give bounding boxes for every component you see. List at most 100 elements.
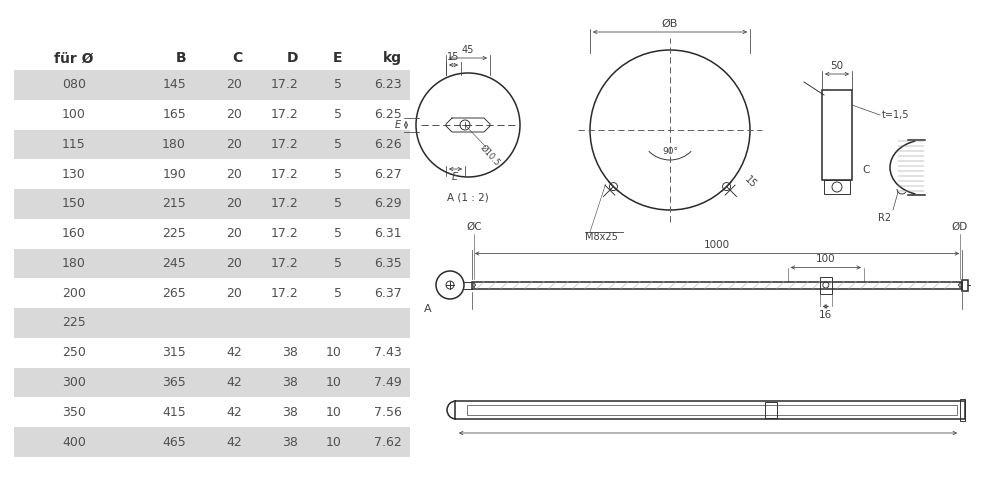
Bar xyxy=(824,180,850,194)
Text: 90°: 90° xyxy=(662,148,678,156)
Text: 7.62: 7.62 xyxy=(374,436,402,448)
Text: für Ø: für Ø xyxy=(54,51,94,65)
Text: 20: 20 xyxy=(226,286,242,300)
Text: 150: 150 xyxy=(62,198,86,210)
Bar xyxy=(14,368,410,398)
Text: 350: 350 xyxy=(62,406,86,418)
Text: 16: 16 xyxy=(819,310,832,320)
Text: 145: 145 xyxy=(162,78,186,92)
Text: B: B xyxy=(175,51,186,65)
Text: 20: 20 xyxy=(226,78,242,92)
Bar xyxy=(467,405,957,415)
Text: C: C xyxy=(862,165,869,175)
Text: ØB: ØB xyxy=(662,19,678,29)
Text: 180: 180 xyxy=(162,138,186,151)
Bar xyxy=(455,401,965,419)
Text: D: D xyxy=(287,51,298,65)
Text: 400: 400 xyxy=(62,436,86,448)
Text: 20: 20 xyxy=(226,227,242,240)
Text: C: C xyxy=(232,51,242,65)
Text: 165: 165 xyxy=(162,108,186,121)
Text: 17.2: 17.2 xyxy=(270,78,298,92)
Text: 10: 10 xyxy=(326,376,342,389)
Text: 465: 465 xyxy=(162,436,186,448)
Text: 42: 42 xyxy=(226,346,242,359)
Bar xyxy=(14,308,410,338)
Text: 42: 42 xyxy=(226,406,242,418)
Text: 17.2: 17.2 xyxy=(270,286,298,300)
Text: 38: 38 xyxy=(282,346,298,359)
Text: 225: 225 xyxy=(62,316,86,330)
Bar xyxy=(962,280,968,290)
Text: 6.31: 6.31 xyxy=(374,227,402,240)
Text: 42: 42 xyxy=(226,376,242,389)
Text: 20: 20 xyxy=(226,108,242,121)
Text: 115: 115 xyxy=(62,138,86,151)
Text: 10: 10 xyxy=(326,346,342,359)
Text: 6.26: 6.26 xyxy=(374,138,402,151)
Text: 365: 365 xyxy=(162,376,186,389)
Text: 7.56: 7.56 xyxy=(374,406,402,418)
Text: 6.35: 6.35 xyxy=(374,257,402,270)
Text: 1000: 1000 xyxy=(704,240,730,250)
Bar xyxy=(14,248,410,278)
Text: 17.2: 17.2 xyxy=(270,138,298,151)
Text: 5: 5 xyxy=(334,138,342,151)
Text: kg: kg xyxy=(383,51,402,65)
Text: E: E xyxy=(452,172,458,182)
Text: 080: 080 xyxy=(62,78,86,92)
Text: 20: 20 xyxy=(226,257,242,270)
Text: 190: 190 xyxy=(162,168,186,180)
Text: 17.2: 17.2 xyxy=(270,227,298,240)
Text: t=1,5: t=1,5 xyxy=(882,110,910,120)
Bar xyxy=(14,130,410,160)
Text: 6.23: 6.23 xyxy=(374,78,402,92)
Text: 265: 265 xyxy=(162,286,186,300)
Bar xyxy=(765,402,777,418)
Bar xyxy=(14,70,410,100)
Text: 10: 10 xyxy=(326,436,342,448)
Bar xyxy=(14,189,410,219)
Text: 6.25: 6.25 xyxy=(374,108,402,121)
Text: 250: 250 xyxy=(62,346,86,359)
Text: Ø10.5: Ø10.5 xyxy=(478,143,501,168)
Text: 415: 415 xyxy=(162,406,186,418)
Bar xyxy=(820,276,832,293)
Text: 200: 200 xyxy=(62,286,86,300)
Text: 130: 130 xyxy=(62,168,86,180)
Text: ØC: ØC xyxy=(466,222,482,232)
Text: 50: 50 xyxy=(830,61,844,71)
Text: 6.37: 6.37 xyxy=(374,286,402,300)
Text: M8x25: M8x25 xyxy=(585,232,618,242)
Text: 17.2: 17.2 xyxy=(270,108,298,121)
Bar xyxy=(472,282,962,288)
Text: E: E xyxy=(395,120,401,130)
Bar xyxy=(960,399,965,421)
Text: 180: 180 xyxy=(62,257,86,270)
Text: 15: 15 xyxy=(447,52,459,62)
Text: 38: 38 xyxy=(282,376,298,389)
Text: 38: 38 xyxy=(282,406,298,418)
Text: 100: 100 xyxy=(62,108,86,121)
Text: 5: 5 xyxy=(334,168,342,180)
Text: 7.49: 7.49 xyxy=(374,376,402,389)
Text: 38: 38 xyxy=(282,436,298,448)
Text: 300: 300 xyxy=(62,376,86,389)
Text: 20: 20 xyxy=(226,138,242,151)
Text: 5: 5 xyxy=(334,78,342,92)
Text: 20: 20 xyxy=(226,198,242,210)
Text: 15: 15 xyxy=(743,174,758,190)
Text: 42: 42 xyxy=(226,436,242,448)
Text: 315: 315 xyxy=(162,346,186,359)
Text: 7.43: 7.43 xyxy=(374,346,402,359)
Text: 6.27: 6.27 xyxy=(374,168,402,180)
Text: 17.2: 17.2 xyxy=(270,168,298,180)
Bar xyxy=(822,90,852,180)
Text: 5: 5 xyxy=(334,286,342,300)
Text: ØD: ØD xyxy=(952,222,968,232)
Text: 5: 5 xyxy=(334,198,342,210)
Text: 5: 5 xyxy=(334,108,342,121)
Text: 17.2: 17.2 xyxy=(270,198,298,210)
Text: 245: 245 xyxy=(162,257,186,270)
Text: E: E xyxy=(333,51,342,65)
